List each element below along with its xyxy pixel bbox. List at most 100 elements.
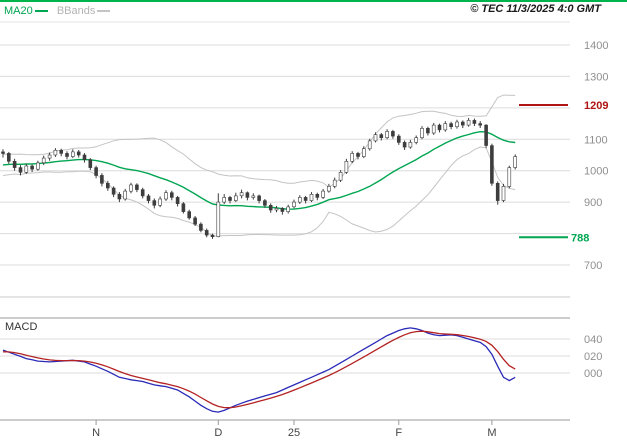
candle-body	[117, 194, 122, 200]
bband-lower-line	[2, 146, 516, 237]
candle-body	[303, 197, 308, 201]
candle-body	[460, 121, 465, 126]
candle-body	[472, 120, 477, 124]
candle-body	[478, 123, 483, 126]
time-tick-label: M	[487, 427, 496, 439]
candle-body	[65, 153, 69, 157]
candle-body	[123, 190, 127, 200]
time-tick-label: F	[395, 427, 402, 439]
candle-body	[245, 192, 250, 198]
candle-body	[251, 195, 256, 198]
macd-panel-label: MACD	[5, 321, 38, 333]
candle-body	[193, 217, 197, 225]
legend-bbands-label: BBands	[56, 5, 96, 17]
candle-body	[338, 172, 343, 181]
price-axis-label: 700	[584, 260, 602, 272]
time-tick-label: N	[92, 427, 100, 439]
candle-body	[228, 197, 232, 201]
candle-body	[367, 140, 372, 150]
candle-body	[513, 156, 518, 168]
alert-value-label: 788	[571, 232, 589, 244]
candle-body	[100, 175, 104, 184]
candle-body	[350, 153, 355, 162]
top-accent-line	[0, 0, 627, 2]
candle-body	[356, 153, 360, 157]
candle-body	[41, 157, 46, 164]
candle-body	[158, 198, 162, 206]
candle-body	[204, 230, 209, 236]
candle-body	[181, 203, 186, 212]
candle-body	[263, 200, 267, 206]
candle-body	[94, 167, 98, 176]
candle-body	[385, 131, 389, 138]
price-axis-label: 1400	[584, 40, 608, 52]
candle-body	[274, 208, 279, 211]
legend-ma20-label: MA20	[4, 5, 33, 17]
candle-body	[7, 153, 11, 162]
candle-body	[321, 190, 325, 198]
macd-axis-label: 040	[584, 334, 602, 346]
candle-body	[484, 124, 488, 146]
candle-body	[396, 135, 401, 143]
candle-body	[449, 123, 453, 127]
price-axis-label: 900	[584, 197, 602, 209]
candle-body	[234, 195, 238, 201]
candle-body	[361, 148, 366, 157]
candle-body	[402, 142, 407, 148]
candle-body	[455, 121, 459, 127]
macd-signal-line	[2, 330, 516, 409]
candle-body	[216, 201, 221, 238]
candle-body	[490, 145, 494, 184]
candle-body	[164, 192, 168, 200]
candles-layer	[1, 117, 518, 239]
candle-body	[82, 154, 87, 160]
bbands-line-swatch	[97, 10, 111, 13]
candle-body	[257, 195, 261, 201]
candle-body	[59, 150, 64, 154]
candle-body	[24, 165, 29, 173]
candle-body	[466, 120, 471, 126]
candle-body	[292, 201, 296, 208]
copyright-text: © TEC 11/3/2025 4:0 GMT	[470, 3, 601, 15]
candle-body	[437, 124, 442, 131]
candle-body	[332, 179, 337, 187]
candle-body	[53, 150, 58, 156]
candle-body	[106, 183, 110, 189]
price-axis-label: 1100	[584, 134, 608, 146]
candle-body	[414, 137, 419, 143]
candle-body	[408, 142, 413, 148]
candle-body	[88, 159, 93, 168]
candle-body	[495, 183, 500, 201]
candle-body	[76, 151, 81, 156]
time-tick-label: D	[214, 427, 222, 439]
candle-body	[140, 189, 145, 197]
candle-body	[379, 134, 384, 139]
candle-body	[36, 162, 40, 170]
candle-body	[501, 186, 506, 201]
candle-body	[309, 194, 314, 201]
candle-body	[426, 128, 430, 134]
candle-body	[431, 124, 436, 134]
candle-body	[327, 186, 331, 192]
macd-line	[2, 327, 516, 413]
ma20-layer	[2, 130, 516, 210]
candle-body	[12, 161, 17, 168]
alert-value-label: 1209	[584, 100, 608, 112]
candle-body	[210, 234, 215, 238]
candle-body	[239, 192, 244, 197]
price-axis-label: 1000	[584, 166, 608, 178]
candle-body	[175, 197, 180, 204]
alert-lines: 1209 788	[519, 100, 608, 244]
candle-body	[1, 151, 5, 154]
ma20-line	[2, 130, 516, 210]
candle-body	[443, 123, 448, 131]
candle-body	[286, 206, 291, 212]
candle-body	[391, 131, 395, 137]
bollinger-bands	[2, 94, 516, 237]
candle-body	[111, 187, 116, 195]
candle-body	[187, 211, 191, 219]
candle-body	[152, 200, 157, 206]
macd-layer	[2, 327, 516, 413]
